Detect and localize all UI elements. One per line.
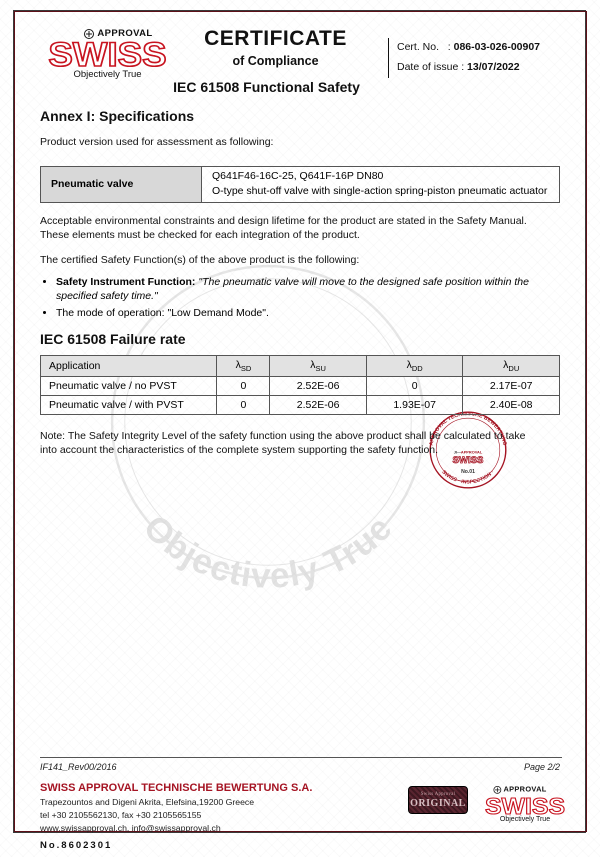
svg-text:No.01: No.01 xyxy=(461,469,475,475)
svg-text:Objectively True: Objectively True xyxy=(136,508,400,596)
